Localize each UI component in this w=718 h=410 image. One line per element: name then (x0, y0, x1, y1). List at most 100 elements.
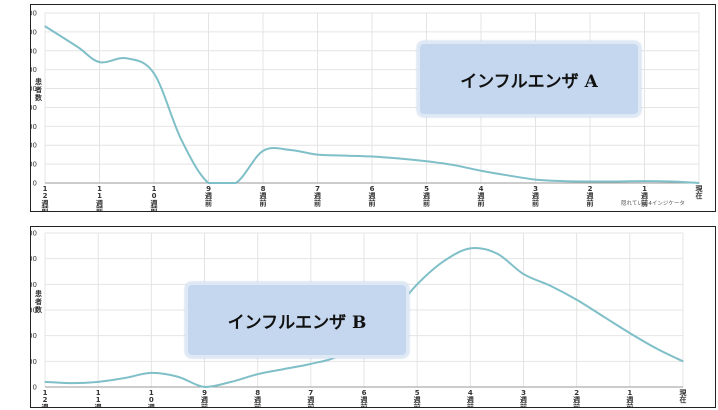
x-tick-label-char: 週 (520, 395, 527, 404)
x-tick-label-char: 前 (414, 402, 421, 407)
y-tick-label: 100 (31, 161, 37, 169)
data-point (698, 182, 700, 184)
chart-panel-influenza-b: 020040060080010001200患者数12週前11週前10週前9週前8… (30, 226, 716, 408)
data-point (549, 284, 551, 287)
x-tick-label-char: 1 (96, 389, 101, 397)
data-point (534, 178, 537, 181)
x-tick-label-char: 週 (260, 191, 267, 200)
x-tick-label-char: 2 (43, 396, 48, 404)
data-point (643, 180, 646, 182)
chart-panel-influenza-a: 0100200300400500600700800900患者数12週前11週前1… (30, 4, 716, 212)
y-tick-label: 0 (33, 384, 37, 392)
x-tick-label-char: 1 (97, 192, 102, 200)
x-tick-label-char: 前 (573, 402, 580, 407)
x-tick-label-char: 5 (424, 185, 429, 193)
data-point (616, 180, 619, 183)
x-tick-label-char: 6 (370, 185, 375, 193)
data-point (125, 57, 128, 60)
x-tick-label-char: 7 (315, 185, 320, 193)
data-point (602, 315, 605, 318)
data-point (150, 372, 153, 374)
x-tick-label-char: 在 (680, 395, 687, 404)
x-tick-label-char: 週 (307, 395, 314, 404)
x-tick-label-char: 週 (314, 191, 321, 200)
data-point (469, 247, 472, 250)
data-point (256, 373, 259, 375)
x-tick-label-char: 前 (626, 402, 633, 407)
x-tick-label-char: 週 (587, 191, 594, 200)
x-tick-label-char: 1 (642, 185, 647, 193)
x-tick-label: 9週前 (205, 185, 212, 207)
data-point (180, 138, 183, 141)
x-tick-label-char: 週 (414, 395, 421, 404)
data-point (655, 347, 658, 350)
x-tick-label-char: 週 (641, 191, 648, 200)
x-tick-label: 6週前 (361, 389, 368, 407)
x-tick-label: 7週前 (314, 185, 321, 207)
x-tick-label-char: 週 (96, 198, 103, 207)
x-tick-label-char: 週 (478, 191, 485, 200)
data-point (177, 375, 179, 378)
x-tick-label-char: 1 (43, 185, 48, 193)
x-tick-label: 5週前 (414, 389, 421, 407)
data-point (98, 61, 101, 63)
x-tick-label-char: 9 (202, 389, 207, 397)
x-tick-label-char: 前 (532, 198, 539, 207)
x-tick-label-char: 週 (423, 191, 430, 200)
x-tick-label-char: 前 (96, 206, 103, 211)
x-tick-label: 9週前 (201, 389, 208, 407)
x-tick-label-char: 週 (205, 191, 212, 200)
x-tick-label-char: 週 (201, 395, 208, 404)
data-point (44, 381, 46, 383)
x-tick-label-char: 前 (520, 402, 527, 407)
x-tick-label-char: 4 (479, 185, 484, 193)
y-axis-label: 患者数 (34, 289, 43, 314)
data-point (153, 72, 155, 75)
x-tick-label-char: 週 (361, 395, 368, 404)
data-point (589, 180, 591, 183)
data-point (522, 273, 525, 275)
x-tick-label-char: 前 (151, 206, 158, 211)
data-point (234, 182, 237, 184)
x-tick-label: 3週前 (532, 185, 539, 207)
y-tick-label: 800 (31, 281, 37, 289)
data-point (670, 180, 673, 183)
data-point (123, 377, 126, 379)
x-tick-label: 3週前 (520, 389, 527, 407)
y-axis-label-char: 数 (35, 305, 43, 314)
data-point (97, 381, 99, 383)
data-point (203, 386, 206, 388)
data-point (452, 164, 455, 166)
x-tick-label-char: 週 (254, 395, 261, 404)
data-point (480, 169, 482, 172)
x-tick-label: 4週前 (467, 389, 474, 407)
x-tick-label-char: 前 (369, 198, 376, 207)
data-point (289, 149, 292, 151)
x-tick-label-char: 9 (206, 185, 211, 193)
x-tick-label-char: 在 (696, 191, 703, 200)
x-tick-label-char: 前 (260, 198, 267, 207)
y-tick-label: 500 (31, 85, 37, 93)
y-tick-label: 200 (31, 358, 37, 366)
hidden-indicator-note: 隠れている4インジケータ (621, 201, 685, 207)
data-point (507, 174, 510, 177)
x-tick-label-char: 前 (467, 402, 474, 407)
y-tick-label: 0 (33, 180, 37, 188)
x-tick-label-char: 前 (42, 206, 49, 211)
chart-a-svg: 0100200300400500600700800900患者数12週前11週前1… (31, 10, 703, 212)
x-tick-label-char: 週 (95, 402, 102, 407)
x-tick-label-char: 週 (573, 395, 580, 404)
data-point (416, 283, 418, 286)
data-point (283, 368, 286, 370)
x-tick-label-char: 2 (574, 389, 579, 397)
data-point (398, 157, 401, 160)
y-tick-label: 900 (31, 10, 37, 18)
y-tick-label: 700 (31, 47, 37, 55)
x-tick-label-char: 5 (415, 389, 420, 397)
x-tick-label-char: 前 (423, 198, 430, 207)
x-tick-label: 5週前 (423, 185, 430, 207)
y-tick-label: 300 (31, 123, 37, 131)
